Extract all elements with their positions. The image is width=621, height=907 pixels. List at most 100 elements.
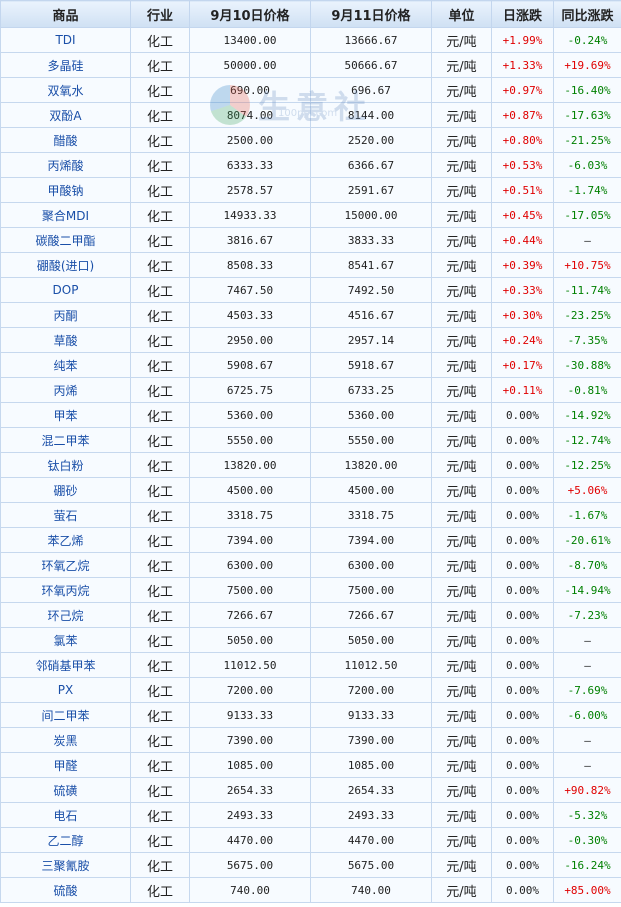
product-name-link[interactable]: 钛白粉 — [0, 452, 131, 478]
industry-cell: 化工 — [130, 202, 190, 228]
product-name-link[interactable]: PX — [0, 677, 131, 703]
price-sep11-cell: 2493.33 — [310, 802, 432, 828]
table-row: 丙烯 化工 6725.75 6733.25 元/吨 +0.11% -0.81% — [0, 377, 621, 403]
unit-cell: 元/吨 — [431, 577, 492, 603]
product-name-link[interactable]: 混二甲苯 — [0, 427, 131, 453]
product-name-link[interactable]: DOP — [0, 277, 131, 303]
price-sep10-cell: 5908.67 — [189, 352, 311, 378]
unit-cell: 元/吨 — [431, 177, 492, 203]
daily-change-cell: +0.17% — [491, 352, 554, 378]
daily-change-cell: +0.11% — [491, 377, 554, 403]
product-name-link[interactable]: 硫磺 — [0, 777, 131, 803]
product-name-link[interactable]: 双氧水 — [0, 77, 131, 103]
product-name-link[interactable]: 炭黑 — [0, 727, 131, 753]
header-yoy-change[interactable]: 同比涨跌 — [553, 0, 621, 28]
product-name-link[interactable]: 环己烷 — [0, 602, 131, 628]
price-sep10-cell: 740.00 — [189, 877, 311, 903]
industry-cell: 化工 — [130, 502, 190, 528]
unit-cell: 元/吨 — [431, 77, 492, 103]
header-price-sep11[interactable]: 9月11日价格 — [310, 0, 432, 28]
header-industry[interactable]: 行业 — [130, 0, 190, 28]
daily-change-cell: +0.33% — [491, 277, 554, 303]
product-name-link[interactable]: 碳酸二甲酯 — [0, 227, 131, 253]
yoy-change-cell: -0.30% — [553, 827, 621, 853]
yoy-change-cell: -12.74% — [553, 427, 621, 453]
price-sep11-cell: 740.00 — [310, 877, 432, 903]
product-name-link[interactable]: 硫酸 — [0, 877, 131, 903]
price-sep11-cell: 8541.67 — [310, 252, 432, 278]
product-name-link[interactable]: 甲酸钠 — [0, 177, 131, 203]
product-name-link[interactable]: 苯乙烯 — [0, 527, 131, 553]
yoy-change-cell: -0.24% — [553, 27, 621, 53]
unit-cell: 元/吨 — [431, 52, 492, 78]
product-name-link[interactable]: 双酚A — [0, 102, 131, 128]
header-unit[interactable]: 单位 — [431, 0, 492, 28]
product-name-link[interactable]: 环氧乙烷 — [0, 552, 131, 578]
product-name-link[interactable]: 甲醛 — [0, 752, 131, 778]
price-sep10-cell: 8508.33 — [189, 252, 311, 278]
product-name-link[interactable]: 氯苯 — [0, 627, 131, 653]
industry-cell: 化工 — [130, 352, 190, 378]
unit-cell: 元/吨 — [431, 802, 492, 828]
table-row: 聚合MDI 化工 14933.33 15000.00 元/吨 +0.45% -17.05% — [0, 202, 621, 228]
unit-cell: 元/吨 — [431, 227, 492, 253]
yoy-change-cell: -6.03% — [553, 152, 621, 178]
product-name-link[interactable]: 萤石 — [0, 502, 131, 528]
product-name-link[interactable]: 电石 — [0, 802, 131, 828]
yoy-change-cell: -7.23% — [553, 602, 621, 628]
table-row: 三聚氰胺 化工 5675.00 5675.00 元/吨 0.00% -16.24% — [0, 852, 621, 878]
yoy-change-cell: — — [553, 652, 621, 678]
price-sep10-cell: 7390.00 — [189, 727, 311, 753]
price-sep10-cell: 2500.00 — [189, 127, 311, 153]
price-sep11-cell: 5050.00 — [310, 627, 432, 653]
product-name-link[interactable]: 醋酸 — [0, 127, 131, 153]
unit-cell: 元/吨 — [431, 727, 492, 753]
price-sep10-cell: 13400.00 — [189, 27, 311, 53]
product-name-link[interactable]: 丙烯 — [0, 377, 131, 403]
product-name-link[interactable]: 硼酸(进口) — [0, 252, 131, 278]
product-name-link[interactable]: 多晶硅 — [0, 52, 131, 78]
unit-cell: 元/吨 — [431, 627, 492, 653]
product-name-link[interactable]: 丙酮 — [0, 302, 131, 328]
yoy-change-cell: — — [553, 752, 621, 778]
industry-cell: 化工 — [130, 802, 190, 828]
industry-cell: 化工 — [130, 477, 190, 503]
product-name-link[interactable]: TDI — [0, 27, 131, 53]
product-name-link[interactable]: 丙烯酸 — [0, 152, 131, 178]
table-row: 甲醛 化工 1085.00 1085.00 元/吨 0.00% — — [0, 752, 621, 778]
price-sep11-cell: 4500.00 — [310, 477, 432, 503]
unit-cell: 元/吨 — [431, 152, 492, 178]
table-row: 邻硝基甲苯 化工 11012.50 11012.50 元/吨 0.00% — — [0, 652, 621, 678]
yoy-change-cell: -21.25% — [553, 127, 621, 153]
product-name-link[interactable]: 纯苯 — [0, 352, 131, 378]
price-sep10-cell: 5360.00 — [189, 402, 311, 428]
product-name-link[interactable]: 三聚氰胺 — [0, 852, 131, 878]
product-name-link[interactable]: 聚合MDI — [0, 202, 131, 228]
product-name-link[interactable]: 甲苯 — [0, 402, 131, 428]
industry-cell: 化工 — [130, 252, 190, 278]
product-name-link[interactable]: 环氧丙烷 — [0, 577, 131, 603]
product-name-link[interactable]: 乙二醇 — [0, 827, 131, 853]
industry-cell: 化工 — [130, 52, 190, 78]
unit-cell: 元/吨 — [431, 652, 492, 678]
header-price-sep10[interactable]: 9月10日价格 — [189, 0, 311, 28]
product-name-link[interactable]: 硼砂 — [0, 477, 131, 503]
price-sep10-cell: 6300.00 — [189, 552, 311, 578]
header-daily-change[interactable]: 日涨跌 — [491, 0, 554, 28]
daily-change-cell: +0.39% — [491, 252, 554, 278]
daily-change-cell: 0.00% — [491, 777, 554, 803]
price-sep11-cell: 5918.67 — [310, 352, 432, 378]
header-product[interactable]: 商品 — [0, 0, 131, 28]
yoy-change-cell: -5.32% — [553, 802, 621, 828]
product-name-link[interactable]: 邻硝基甲苯 — [0, 652, 131, 678]
product-name-link[interactable]: 草酸 — [0, 327, 131, 353]
table-row: 甲酸钠 化工 2578.57 2591.67 元/吨 +0.51% -1.74% — [0, 177, 621, 203]
price-sep10-cell: 9133.33 — [189, 702, 311, 728]
table-row: 硼酸(进口) 化工 8508.33 8541.67 元/吨 +0.39% +10.75% — [0, 252, 621, 278]
price-sep10-cell: 2654.33 — [189, 777, 311, 803]
price-sep11-cell: 2957.14 — [310, 327, 432, 353]
unit-cell: 元/吨 — [431, 852, 492, 878]
unit-cell: 元/吨 — [431, 202, 492, 228]
product-name-link[interactable]: 间二甲苯 — [0, 702, 131, 728]
daily-change-cell: 0.00% — [491, 802, 554, 828]
